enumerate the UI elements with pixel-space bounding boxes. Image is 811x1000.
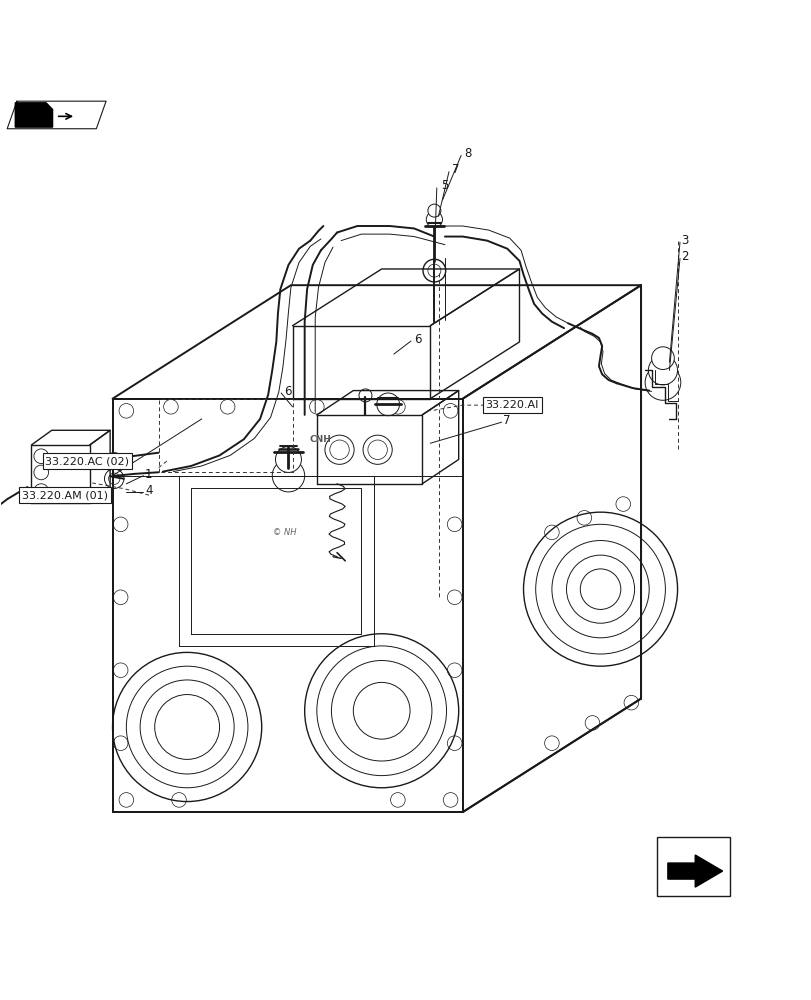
Text: 33.220.AC (02): 33.220.AC (02)	[45, 456, 129, 466]
Text: CNH: CNH	[310, 435, 332, 444]
Text: 8: 8	[464, 147, 471, 160]
Text: 2: 2	[680, 250, 689, 263]
Text: 6: 6	[284, 385, 291, 398]
Text: 5: 5	[440, 179, 448, 192]
Circle shape	[426, 211, 442, 228]
Circle shape	[650, 347, 673, 369]
Text: 6: 6	[414, 333, 421, 346]
Circle shape	[358, 389, 371, 402]
Circle shape	[423, 259, 445, 282]
Circle shape	[275, 446, 301, 472]
Bar	[656, 837, 729, 896]
Circle shape	[105, 469, 124, 488]
Text: 33.220.AI: 33.220.AI	[485, 400, 539, 410]
Text: © NH: © NH	[272, 528, 296, 537]
Text: 3: 3	[680, 234, 689, 247]
Circle shape	[376, 393, 399, 416]
Circle shape	[647, 356, 676, 385]
Text: 7: 7	[503, 414, 510, 427]
Text: 4: 4	[145, 484, 152, 497]
Text: 1: 1	[145, 468, 152, 481]
Polygon shape	[15, 103, 53, 127]
Text: 7: 7	[452, 163, 459, 176]
Text: 33.220.AM (01): 33.220.AM (01)	[22, 490, 108, 500]
Circle shape	[105, 453, 124, 472]
Polygon shape	[667, 855, 722, 887]
Circle shape	[644, 365, 680, 400]
Circle shape	[427, 204, 440, 217]
